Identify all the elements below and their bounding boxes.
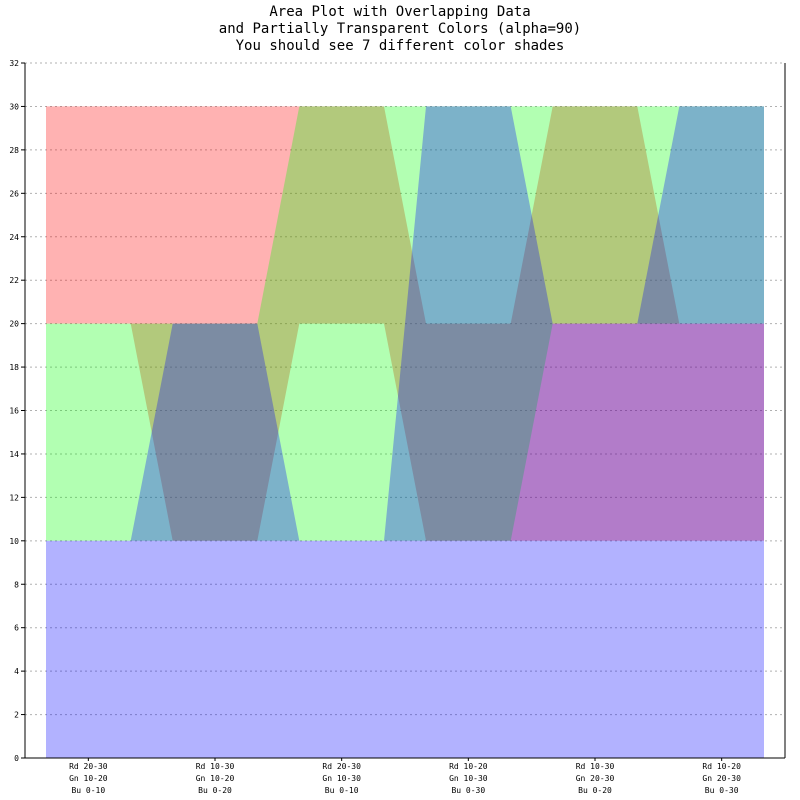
x-tick-label: Rd 20-30 <box>69 762 108 771</box>
y-tick-label: 10 <box>9 537 19 546</box>
chart-title-line-2: and Partially Transparent Colors (alpha=… <box>218 21 582 37</box>
chart-title: Area Plot with Overlapping Data and Part… <box>0 4 800 55</box>
y-tick-label: 26 <box>9 189 19 198</box>
y-tick-label: 4 <box>14 667 19 676</box>
y-tick-label: 2 <box>14 711 19 720</box>
x-tick-label: Gn 10-30 <box>322 774 361 783</box>
x-tick-label: Gn 20-30 <box>576 774 615 783</box>
x-tick-label: Rd 10-20 <box>702 762 741 771</box>
x-tick-label: Gn 10-30 <box>449 774 488 783</box>
area-series-3 <box>46 106 764 758</box>
x-tick-label: Bu 0-10 <box>325 786 359 795</box>
x-tick-label: Rd 10-30 <box>196 762 235 771</box>
x-tick-label: Rd 10-20 <box>449 762 488 771</box>
x-tick-label: Gn 10-20 <box>69 774 108 783</box>
y-tick-label: 28 <box>9 146 19 155</box>
x-tick-label: Bu 0-30 <box>705 786 739 795</box>
chart-title-line-1: Area Plot with Overlapping Data <box>269 4 531 20</box>
x-tick-label: Gn 20-30 <box>702 774 741 783</box>
y-tick-label: 14 <box>9 450 19 459</box>
x-tick-label: Bu 0-30 <box>451 786 485 795</box>
x-tick-label: Gn 10-20 <box>196 774 235 783</box>
y-tick-label: 30 <box>9 102 19 111</box>
y-tick-label: 24 <box>9 233 19 242</box>
y-tick-label: 6 <box>14 624 19 633</box>
y-tick-label: 20 <box>9 320 19 329</box>
x-tick-label: Bu 0-20 <box>578 786 612 795</box>
y-tick-label: 12 <box>9 493 19 502</box>
y-tick-label: 16 <box>9 407 19 416</box>
chart-title-line-3: You should see 7 different color shades <box>235 38 565 54</box>
y-tick-label: 22 <box>9 276 19 285</box>
x-tick-label: Rd 10-30 <box>576 762 615 771</box>
y-tick-label: 18 <box>9 363 19 372</box>
y-tick-label: 8 <box>14 580 19 589</box>
area-series-2 <box>46 106 764 541</box>
x-tick-label: Bu 0-10 <box>71 786 105 795</box>
area-series-1 <box>46 106 764 541</box>
x-tick-label: Bu 0-20 <box>198 786 232 795</box>
x-tick-label: Rd 20-30 <box>322 762 361 771</box>
y-tick-label: 0 <box>14 754 19 763</box>
y-tick-label: 32 <box>9 59 19 68</box>
